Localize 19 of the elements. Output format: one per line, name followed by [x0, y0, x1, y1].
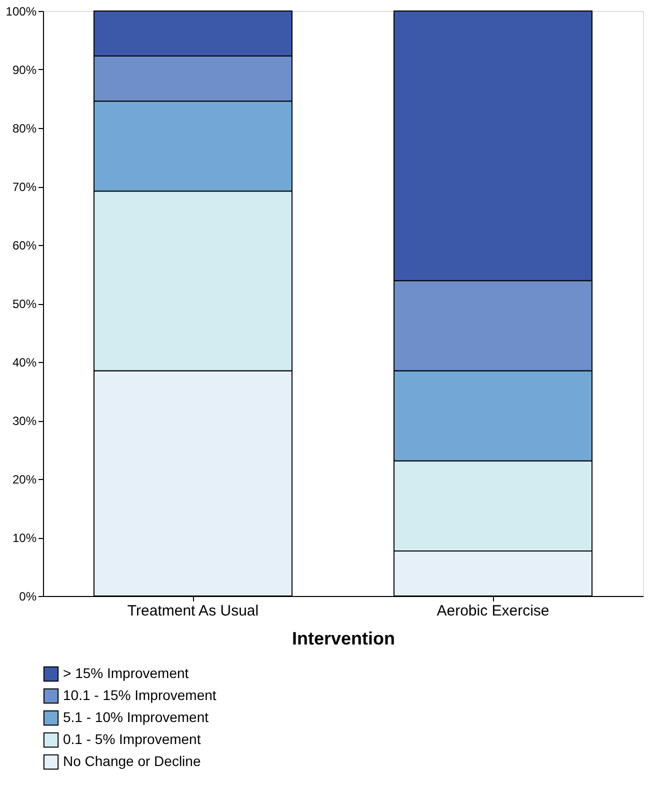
y-tick-label: 90%: [12, 63, 37, 77]
legend-label: 0.1 - 5% Improvement: [63, 731, 201, 747]
y-tick-label: 10%: [12, 531, 37, 545]
x-axis-title: Intervention: [292, 628, 396, 648]
y-tick-label: 40%: [12, 356, 37, 370]
legend-label: No Change or Decline: [63, 753, 201, 769]
y-tick-label: 0%: [19, 590, 37, 604]
y-tick-label: 60%: [12, 238, 37, 252]
legend-label: > 15% Improvement: [63, 665, 189, 681]
x-tick-label: Treatment As Usual: [127, 602, 259, 620]
y-tick-label: 20%: [12, 472, 37, 486]
y-tick-label: 70%: [12, 180, 37, 194]
legend-label: 5.1 - 10% Improvement: [63, 709, 209, 725]
x-tick-label: Aerobic Exercise: [436, 602, 550, 620]
y-tick-label: 50%: [12, 297, 37, 311]
legend-label: 10.1 - 15% Improvement: [63, 687, 216, 703]
y-tick-label: 80%: [12, 122, 37, 136]
y-tick-label: 100%: [6, 4, 37, 18]
y-tick-label: 30%: [12, 414, 37, 428]
